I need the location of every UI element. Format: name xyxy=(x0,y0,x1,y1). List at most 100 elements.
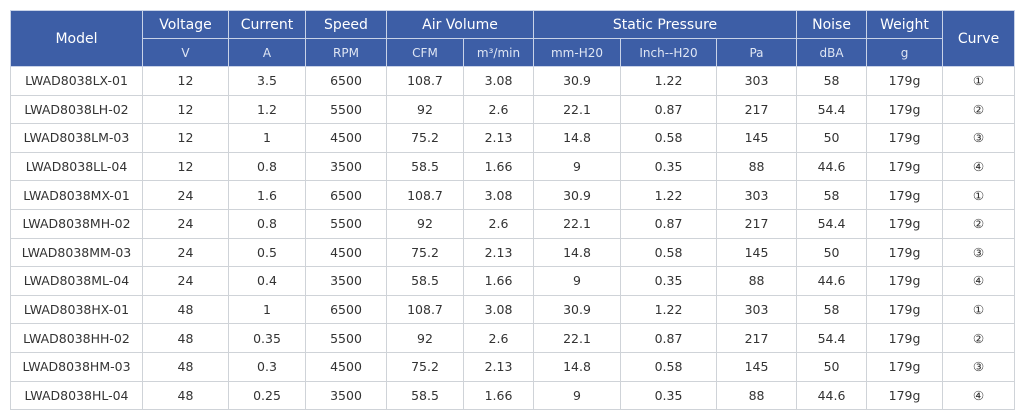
table-cell: 50 xyxy=(796,351,868,382)
table-cell: 54.4 xyxy=(796,94,868,125)
table-cell: 179g xyxy=(866,94,944,125)
table-cell: 108.7 xyxy=(386,180,464,210)
table-cell: 4500 xyxy=(305,351,387,382)
table-row: LWAD8038HL-04 48 0.25 3500 58.5 1.66 9 0.35 88 44… xyxy=(10,380,1016,411)
table-cell: 145 xyxy=(715,237,798,268)
table-cell: 0.58 xyxy=(620,351,717,382)
table-cell: 58.5 xyxy=(386,266,464,296)
table-cell: 88 xyxy=(715,151,798,182)
table-cell: 0.35 xyxy=(228,323,306,353)
table-cell: 179g xyxy=(866,323,944,353)
table-cell: 0.35 xyxy=(620,380,717,411)
table-cell: 1.66 xyxy=(463,266,534,296)
model-cell: LWAD8038MH-02 xyxy=(10,208,143,239)
table-cell: 179g xyxy=(866,123,944,153)
table-cell: 92 xyxy=(386,208,464,239)
table-cell: 22.1 xyxy=(533,208,621,239)
table-body: LWAD8038LX-01 12 3.5 6500 108.7 3.08 30.9 1.22 3… xyxy=(10,66,1016,411)
table-row: LWAD8038HH-02 48 0.35 5500 92 2.6 22.1 0.87 217 5… xyxy=(10,323,1016,353)
unit-cell: dBA xyxy=(796,38,868,67)
table-cell: ① xyxy=(942,180,1016,210)
table-cell: 30.9 xyxy=(533,294,621,325)
table-cell: ① xyxy=(942,66,1016,96)
table-cell: 145 xyxy=(715,123,798,153)
table-header: Model Voltage Current Speed Air Volume Static… xyxy=(10,10,1016,67)
table-cell: 1.22 xyxy=(620,294,717,325)
table-cell: ④ xyxy=(942,266,1016,296)
model-cell: LWAD8038HL-04 xyxy=(10,380,143,411)
table-cell: 92 xyxy=(386,94,464,125)
table-cell: 1.22 xyxy=(620,180,717,210)
table-cell: 1.6 xyxy=(228,180,306,210)
table-cell: 48 xyxy=(142,380,229,411)
table-cell: 30.9 xyxy=(533,66,621,96)
table-cell: 3500 xyxy=(305,151,387,182)
table-cell: 6500 xyxy=(305,180,387,210)
table-cell: 179g xyxy=(866,151,944,182)
table-cell: 1.2 xyxy=(228,94,306,125)
table-cell: ① xyxy=(942,294,1016,325)
table-cell: 2.6 xyxy=(463,323,534,353)
unit-cell: Inch--H20 xyxy=(620,38,717,67)
table-cell: 179g xyxy=(866,180,944,210)
table-row: LWAD8038HM-03 48 0.3 4500 75.2 2.13 14.8 0.58 14… xyxy=(10,351,1016,382)
model-cell: LWAD8038LH-02 xyxy=(10,94,143,125)
model-cell: LWAD8038LM-03 xyxy=(10,123,143,153)
table-cell: 179g xyxy=(866,380,944,411)
table-cell: 24 xyxy=(142,208,229,239)
table-cell: ④ xyxy=(942,380,1016,411)
unit-cell: g xyxy=(866,38,944,67)
table-cell: 2.13 xyxy=(463,351,534,382)
table-cell: ③ xyxy=(942,237,1016,268)
table-cell: 75.2 xyxy=(386,351,464,382)
header-row: Model Voltage Current Speed Air Volume Static… xyxy=(10,10,1016,67)
table-row: LWAD8038MH-02 24 0.8 5500 92 2.6 22.1 0.87 217 54… xyxy=(10,208,1016,239)
table-cell: 179g xyxy=(866,294,944,325)
table-cell: 54.4 xyxy=(796,323,868,353)
table-cell: 12 xyxy=(142,123,229,153)
table-cell: 0.35 xyxy=(620,266,717,296)
table-cell: 50 xyxy=(796,123,868,153)
table-cell: 58.5 xyxy=(386,380,464,411)
table-cell: ③ xyxy=(942,123,1016,153)
table-cell: ② xyxy=(942,94,1016,125)
unit-cell: mm-H20 xyxy=(533,38,621,67)
table-cell: 44.6 xyxy=(796,266,868,296)
table-cell: 9 xyxy=(533,380,621,411)
table-cell: 0.58 xyxy=(620,123,717,153)
table-cell: 3500 xyxy=(305,380,387,411)
table-cell: 14.8 xyxy=(533,351,621,382)
unit-cell: RPM xyxy=(305,38,387,67)
table-cell: 0.87 xyxy=(620,94,717,125)
model-cell: LWAD8038HM-03 xyxy=(10,351,143,382)
table-cell: 179g xyxy=(866,266,944,296)
header-cell: Speed xyxy=(305,10,387,39)
table-cell: 1.66 xyxy=(463,151,534,182)
table-cell: ④ xyxy=(942,151,1016,182)
table-cell: 2.6 xyxy=(463,94,534,125)
table-cell: 179g xyxy=(866,66,944,96)
table-cell: 44.6 xyxy=(796,151,868,182)
table-cell: 0.8 xyxy=(228,208,306,239)
table-cell: ② xyxy=(942,208,1016,239)
table-cell: 0.25 xyxy=(228,380,306,411)
table-cell: 24 xyxy=(142,180,229,210)
table-cell: 4500 xyxy=(305,237,387,268)
table-cell: 5500 xyxy=(305,323,387,353)
table-cell: 2.6 xyxy=(463,208,534,239)
table-row: LWAD8038MX-01 24 1.6 6500 108.7 3.08 30.9 1.22 3… xyxy=(10,180,1016,210)
table-cell: 44.6 xyxy=(796,380,868,411)
table-row: LWAD8038LM-03 12 1 4500 75.2 2.13 14.8 0.58 145 5… xyxy=(10,123,1016,153)
table-cell: 58 xyxy=(796,294,868,325)
table-cell: 217 xyxy=(715,323,798,353)
table-cell: 217 xyxy=(715,208,798,239)
table-row: LWAD8038MM-03 24 0.5 4500 75.2 2.13 14.8 0.58 14… xyxy=(10,237,1016,268)
table-row: LWAD8038LH-02 12 1.2 5500 92 2.6 22.1 0.87 217 54… xyxy=(10,94,1016,125)
table-cell: 5500 xyxy=(305,208,387,239)
table-cell: 0.3 xyxy=(228,351,306,382)
table-cell: 145 xyxy=(715,351,798,382)
header-cell: Noise xyxy=(796,10,868,39)
table-cell: 179g xyxy=(866,351,944,382)
table-cell: 9 xyxy=(533,151,621,182)
table-cell: 48 xyxy=(142,323,229,353)
